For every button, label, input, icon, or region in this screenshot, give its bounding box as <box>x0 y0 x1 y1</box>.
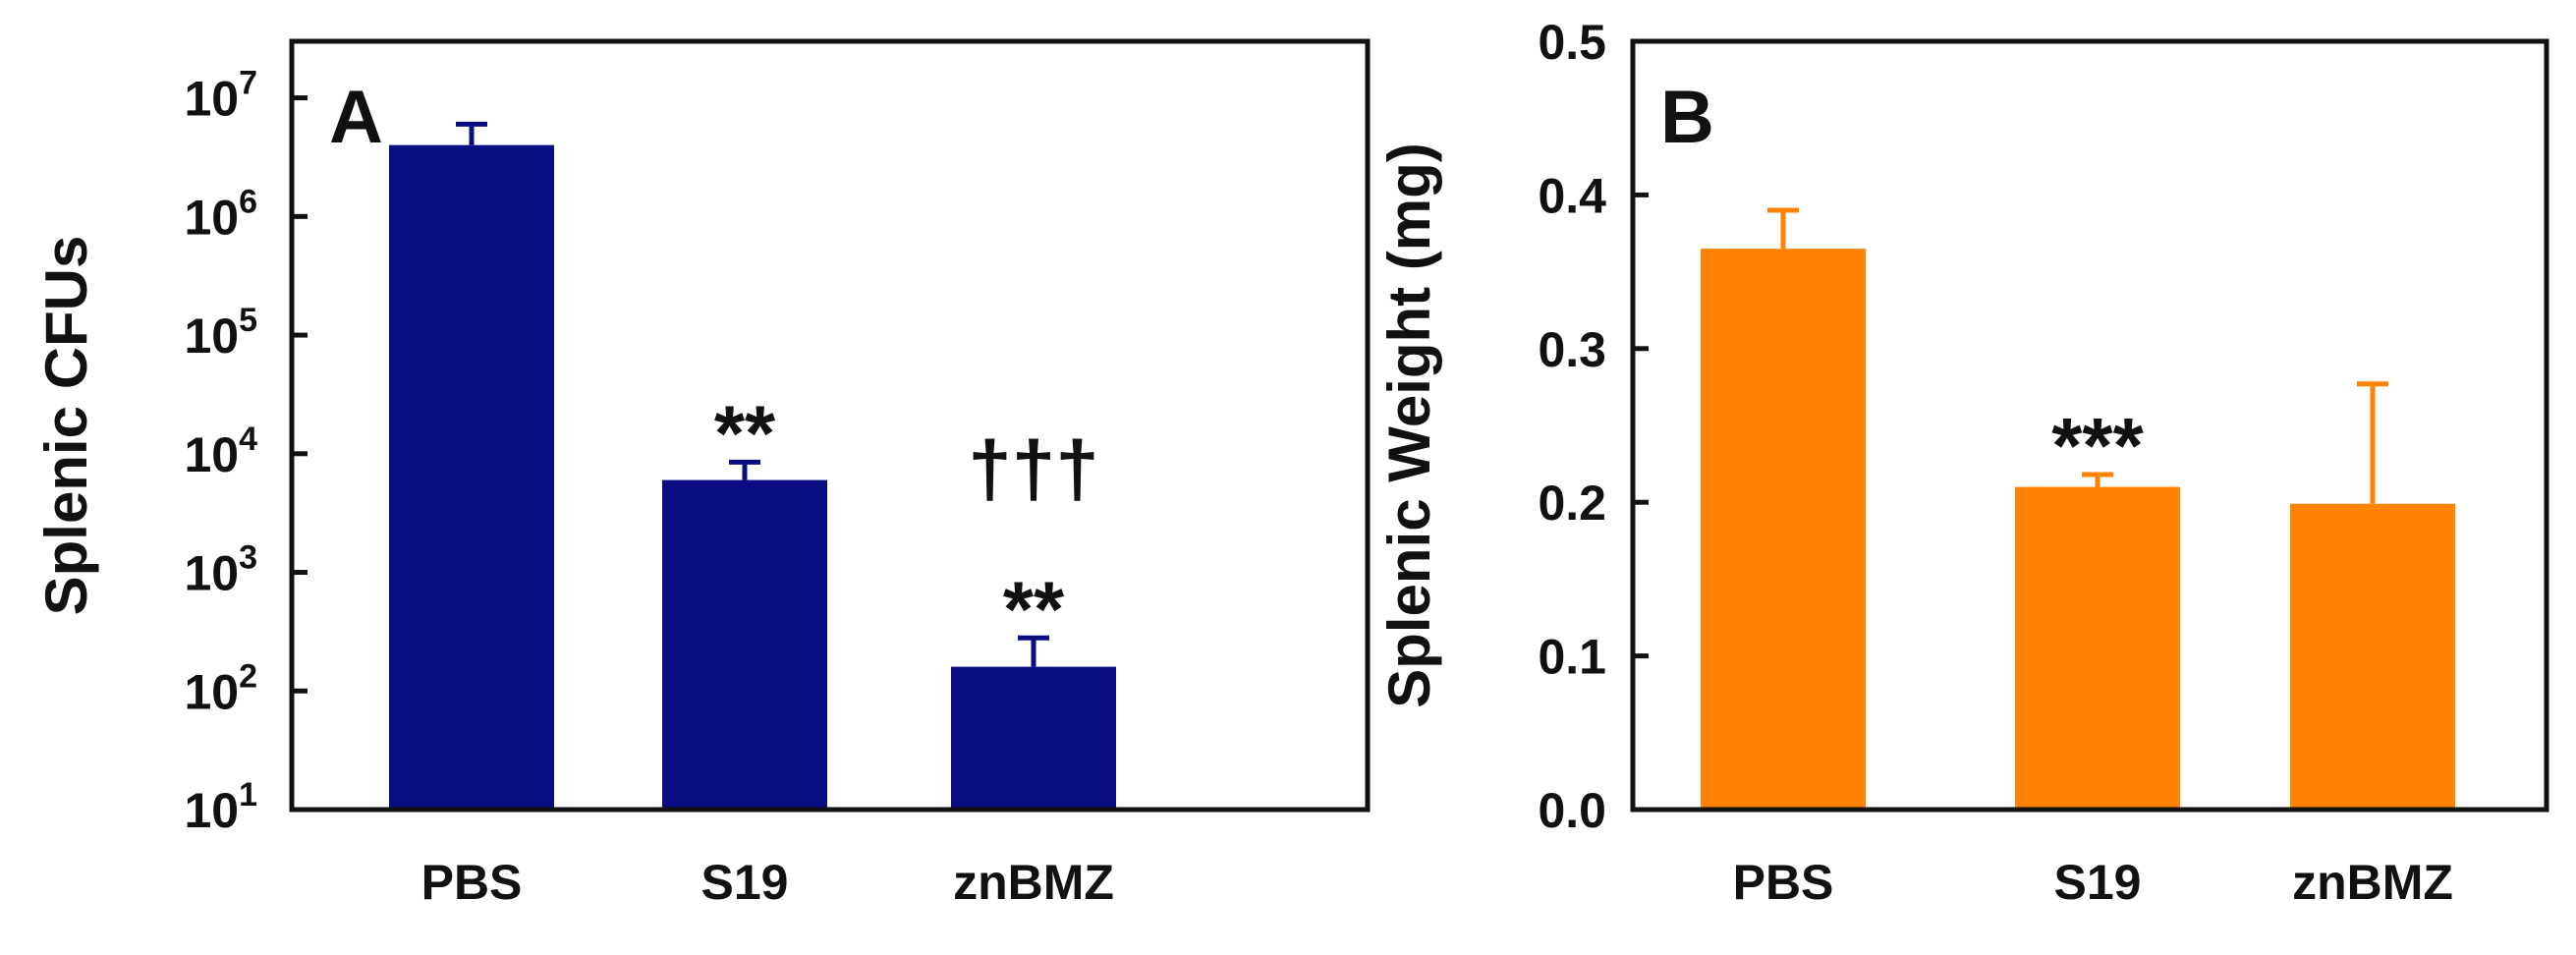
y-tick-label: 0.5 <box>1538 15 1606 70</box>
panel-a-y-axis-title: Splenic CFUs <box>33 236 99 616</box>
panel-b-y-axis-title: Splenic Weight (mg) <box>1376 142 1442 708</box>
x-tick-label-znbmz: znBMZ <box>2292 855 2453 910</box>
significance-marker: ** <box>1003 565 1065 652</box>
panel-a-y-tick-labels: 101 102 103 104 105 106 107 <box>184 65 257 838</box>
x-tick-label-znbmz: znBMZ <box>953 855 1114 910</box>
error-bar-s19 <box>2082 472 2113 487</box>
x-tick-label-s19: S19 <box>2054 855 2142 910</box>
y-tick-label: 102 <box>184 657 257 719</box>
panel-a-error-bars <box>456 121 1049 667</box>
panel-b-y-tick-labels: 0.0 0.1 0.2 0.3 0.4 0.5 <box>1538 15 1606 838</box>
panel-b-letter: B <box>1660 76 1714 159</box>
bar-pbs <box>389 144 554 811</box>
bar-znbmz <box>951 666 1116 810</box>
panel-a-annotations: ** ††† ** <box>714 389 1099 652</box>
error-bar-pbs <box>456 121 487 145</box>
panel-b-error-bars <box>1767 207 2388 504</box>
bar-s19 <box>662 479 827 810</box>
panel-b-chart: 0.0 0.1 0.2 0.3 0.4 0.5 PBS S19 znBMZ *** B Spl… <box>1376 15 2549 910</box>
panel-a-plot-frame <box>289 38 1371 813</box>
y-tick-label: 107 <box>184 65 257 127</box>
panel-b-y-ticks <box>1633 38 1649 813</box>
bar-pbs <box>1701 249 1866 810</box>
significance-marker: ** <box>714 389 776 477</box>
y-tick-label: 0.2 <box>1538 476 1606 531</box>
panel-a-x-tick-labels: PBS S19 znBMZ <box>421 855 1114 910</box>
y-tick-label: 104 <box>184 421 257 482</box>
y-tick-label: 0.3 <box>1538 322 1606 377</box>
bar-s19 <box>2015 486 2180 810</box>
y-tick-label: 0.1 <box>1538 630 1606 685</box>
bar-znbmz <box>2290 503 2455 810</box>
panel-b-bars <box>1701 249 2455 810</box>
x-tick-label-s19: S19 <box>701 855 789 910</box>
panel-b-x-tick-labels: PBS S19 znBMZ <box>1733 855 2453 910</box>
significance-marker: ††† <box>968 424 1098 512</box>
significance-marker: *** <box>2051 402 2144 489</box>
y-tick-label: 101 <box>184 776 257 838</box>
y-tick-label: 105 <box>184 302 257 364</box>
y-tick-label: 0.4 <box>1538 168 1606 223</box>
panel-a-y-ticks <box>292 95 308 813</box>
y-tick-label: 106 <box>184 183 257 245</box>
y-tick-label: 103 <box>184 539 257 601</box>
panel-a-letter: A <box>329 76 383 159</box>
error-bar-pbs <box>1767 207 1799 250</box>
panel-b-plot-frame <box>1630 38 2549 813</box>
x-tick-label-pbs: PBS <box>1733 855 1834 910</box>
panel-a-bars <box>389 144 1116 811</box>
error-bar-znbmz <box>2357 381 2388 504</box>
error-bar-s19 <box>729 459 760 480</box>
error-bar-znbmz <box>1018 635 1049 667</box>
x-tick-label-pbs: PBS <box>421 855 523 910</box>
panel-b-annotations: *** <box>2051 402 2144 489</box>
y-tick-label: 0.0 <box>1538 783 1606 838</box>
